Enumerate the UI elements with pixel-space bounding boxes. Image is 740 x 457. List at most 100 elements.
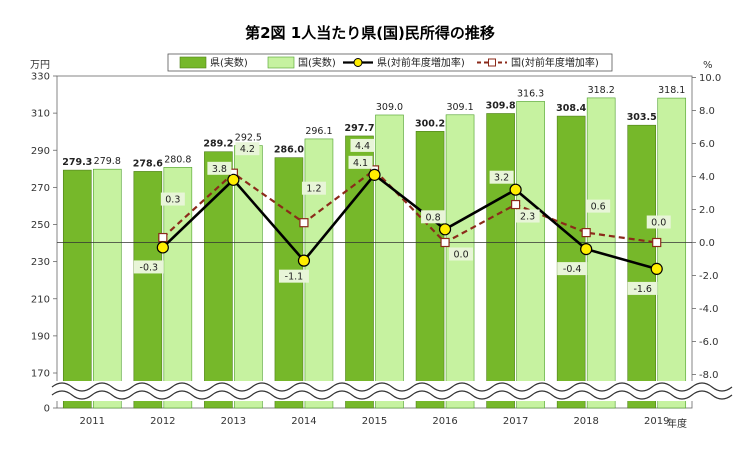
line-label-nation: 0.6 — [591, 202, 606, 213]
bar-label-pref: 297.7 — [344, 123, 374, 134]
y-right-tick-label: -8.0 — [699, 370, 719, 381]
line-label-pref-bg — [348, 155, 373, 169]
y-right-tick-label: 6.0 — [699, 139, 715, 150]
line-label-pref-bg — [207, 161, 232, 175]
legend-label-nation-line: 国(対前年度増加率) — [511, 56, 599, 69]
y-left-tick-label: 210 — [31, 294, 50, 305]
y-left-unit: 万円 — [30, 60, 50, 71]
bar-pref — [556, 115, 586, 409]
marker-nation — [511, 199, 521, 210]
legend: 県(実数) 国(実数) 県(対前年度増加率) 国(対前年度増加率) — [167, 53, 613, 72]
x-tick-label: 2018 — [573, 416, 598, 427]
line-label-nation-bg — [350, 138, 375, 152]
marker-nation — [299, 218, 309, 228]
y-left-tick-label: 330 — [31, 72, 50, 83]
bar-pref — [204, 151, 233, 409]
line-label-pref: -0.3 — [140, 262, 159, 273]
y-right-tick-label: 0.0 — [699, 238, 715, 249]
line-label-nation: 1.2 — [306, 184, 321, 195]
x-tick-label: 2012 — [150, 416, 175, 427]
bar-label-nation: 280.8 — [164, 154, 191, 165]
bar-label-pref: 300.2 — [415, 118, 445, 129]
line-label-nation-bg — [160, 192, 185, 206]
bar-nation — [445, 114, 475, 409]
bar-label-nation: 316.3 — [517, 88, 544, 99]
y-right-tick-label: 10.0 — [699, 73, 721, 84]
line-label-nation-bg — [449, 247, 474, 261]
legend-label-nation-bar: 国(実数) — [298, 56, 336, 69]
bar-pref — [415, 131, 445, 409]
bar-label-pref: 279.3 — [62, 157, 92, 168]
bar-label-pref: 278.6 — [133, 158, 163, 169]
x-tick-label: 2013 — [221, 416, 246, 427]
legend-marker-pref — [353, 58, 363, 67]
line-label-nation: 0.0 — [651, 218, 666, 229]
line-label-nation-bg — [235, 142, 260, 156]
axis-break-line-bottom — [51, 390, 733, 400]
bar-label-pref: 303.5 — [627, 112, 657, 123]
marker-pref — [156, 241, 169, 254]
marker-pref — [227, 173, 240, 186]
line-label-pref: 3.2 — [494, 173, 509, 184]
bar-label-nation: 318.2 — [588, 85, 615, 96]
bar-nation — [375, 114, 404, 409]
legend-marker-nation — [488, 58, 496, 67]
x-tick-label: 2016 — [432, 416, 457, 427]
bar-label-pref: 289.2 — [203, 139, 233, 150]
line-label-pref-bg — [133, 260, 164, 274]
marker-nation — [652, 237, 662, 248]
legend-swatch-pref-bar — [179, 56, 207, 69]
bar-label-pref: 309.8 — [486, 100, 516, 111]
plot-frame — [56, 75, 693, 409]
marker-pref — [368, 168, 381, 181]
line-label-nation: 0.0 — [454, 250, 469, 261]
bar-pref — [133, 171, 163, 409]
bar-nation — [92, 168, 122, 409]
marker-pref — [650, 262, 663, 275]
line-pref — [161, 173, 658, 271]
line-label-nation-bg — [515, 209, 540, 223]
legend-label-pref-line: 県(対前年度増加率) — [377, 56, 465, 69]
line-label-nation-bg — [646, 215, 671, 229]
x-axis-unit: 年度 — [667, 417, 687, 430]
bar-label-nation: 279.8 — [94, 156, 121, 167]
line-label-pref-bg — [421, 210, 446, 224]
bar-nation — [516, 101, 545, 409]
marker-pref — [509, 183, 522, 196]
legend-label-pref-bar: 県(実数) — [210, 56, 248, 69]
line-label-nation: 0.3 — [165, 195, 180, 206]
x-tick-label: 2011 — [80, 416, 105, 427]
bar-nation — [304, 138, 334, 409]
bar-label-nation: 318.1 — [658, 85, 685, 96]
y-right-unit: % — [703, 60, 713, 71]
y-left-tick-label: 310 — [31, 109, 50, 120]
bar-label-nation: 309.1 — [446, 102, 473, 113]
y-left-tick-label: 230 — [31, 257, 50, 268]
bar-label-nation: 309.0 — [376, 102, 403, 113]
y-left-tick-label: 290 — [31, 146, 50, 157]
line-label-pref: -0.4 — [563, 264, 582, 275]
y-right-tick-label: 8.0 — [699, 106, 715, 117]
line-label-pref: 4.1 — [353, 158, 368, 169]
line-label-pref-bg — [489, 170, 514, 184]
plot-area: 0 170 190 210 230 250 270 290 310 330 -8.0 -6.0 -4.0… — [31, 72, 733, 427]
y-right-tick-label: 4.0 — [699, 172, 715, 183]
line-label-nation: 2.3 — [520, 212, 535, 223]
y-right-tick-label: 2.0 — [699, 205, 715, 216]
bar-pref — [62, 169, 92, 409]
line-label-pref-bg — [557, 262, 588, 276]
marker-nation — [581, 228, 591, 238]
y-right-tick-label: -4.0 — [699, 304, 719, 315]
line-label-pref-bg — [627, 281, 658, 295]
legend-swatch-nation-bar — [267, 56, 295, 69]
line-label-pref: -1.1 — [285, 272, 304, 283]
line-label-pref: -1.6 — [633, 284, 652, 295]
bar-pref — [486, 113, 515, 409]
bar-label-nation: 292.5 — [235, 133, 262, 144]
line-label-nation-bg — [301, 181, 326, 195]
marker-nation — [440, 237, 450, 248]
x-tick-label: 2017 — [503, 416, 528, 427]
bar-nation — [163, 167, 193, 409]
y-left-tick-label: 0 — [44, 404, 50, 415]
